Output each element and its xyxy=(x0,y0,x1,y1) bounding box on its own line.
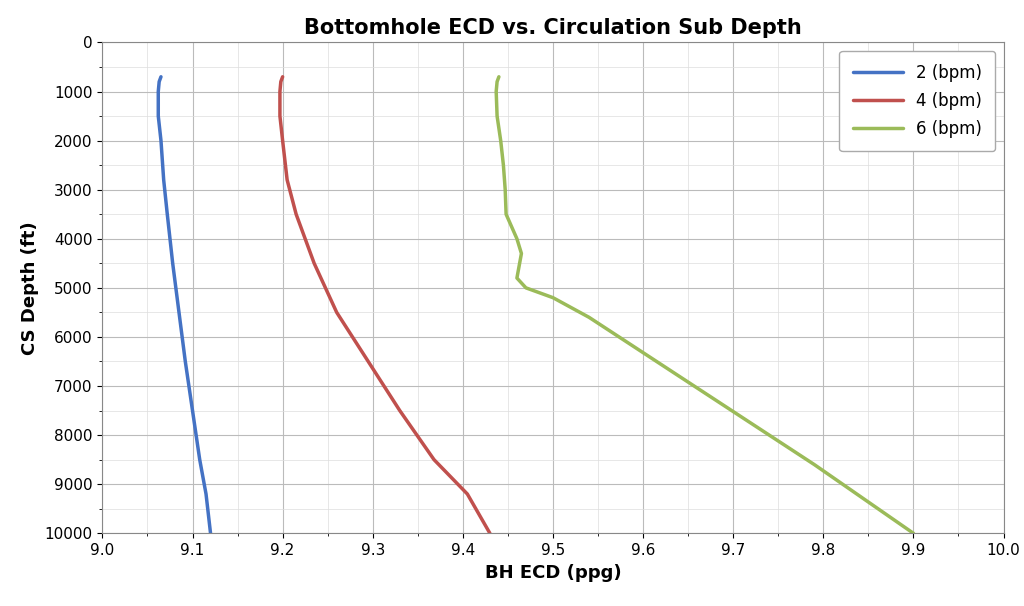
6 (bpm) xyxy=(673,373,685,380)
6 (bpm) xyxy=(490,78,503,85)
6 (bpm) xyxy=(583,314,595,321)
6 (bpm) xyxy=(808,461,820,468)
6 (bpm) xyxy=(513,265,525,272)
4 (bpm) xyxy=(428,456,440,463)
6 (bpm) xyxy=(763,431,775,439)
Line: 6 (bpm): 6 (bpm) xyxy=(497,77,913,533)
6 (bpm) xyxy=(547,294,559,301)
6 (bpm) xyxy=(493,73,505,81)
2 (bpm) xyxy=(153,78,165,85)
2 (bpm) xyxy=(155,73,167,81)
4 (bpm) xyxy=(274,78,287,85)
4 (bpm) xyxy=(483,530,496,537)
6 (bpm) xyxy=(500,211,512,218)
2 (bpm) xyxy=(186,407,199,415)
4 (bpm) xyxy=(273,88,286,95)
4 (bpm) xyxy=(290,211,302,218)
2 (bpm) xyxy=(200,490,212,498)
6 (bpm) xyxy=(718,402,730,409)
2 (bpm) xyxy=(155,137,167,144)
Title: Bottomhole ECD vs. Circulation Sub Depth: Bottomhole ECD vs. Circulation Sub Depth xyxy=(304,18,802,38)
6 (bpm) xyxy=(511,275,523,282)
6 (bpm) xyxy=(858,495,870,502)
6 (bpm) xyxy=(511,235,523,242)
6 (bpm) xyxy=(490,113,503,120)
6 (bpm) xyxy=(907,530,920,537)
X-axis label: BH ECD (ppg): BH ECD (ppg) xyxy=(484,564,622,582)
4 (bpm) xyxy=(308,259,321,267)
Line: 2 (bpm): 2 (bpm) xyxy=(159,77,211,533)
6 (bpm) xyxy=(499,186,511,193)
4 (bpm) xyxy=(276,137,289,144)
4 (bpm) xyxy=(331,309,343,316)
6 (bpm) xyxy=(498,162,510,169)
6 (bpm) xyxy=(515,250,527,257)
4 (bpm) xyxy=(281,176,293,184)
4 (bpm) xyxy=(461,490,473,498)
6 (bpm) xyxy=(490,88,503,95)
2 (bpm) xyxy=(158,176,170,184)
2 (bpm) xyxy=(173,309,185,316)
4 (bpm) xyxy=(273,113,286,120)
Y-axis label: CS Depth (ft): CS Depth (ft) xyxy=(22,221,39,355)
Legend: 2 (bpm), 4 (bpm), 6 (bpm): 2 (bpm), 4 (bpm), 6 (bpm) xyxy=(840,51,995,152)
2 (bpm) xyxy=(205,530,217,537)
4 (bpm) xyxy=(393,407,406,415)
6 (bpm) xyxy=(495,137,507,144)
6 (bpm) xyxy=(628,343,640,350)
2 (bpm) xyxy=(153,88,165,95)
2 (bpm) xyxy=(161,211,173,218)
Line: 4 (bpm): 4 (bpm) xyxy=(280,77,489,533)
2 (bpm) xyxy=(194,456,206,463)
2 (bpm) xyxy=(167,259,179,267)
6 (bpm) xyxy=(520,284,532,291)
4 (bpm) xyxy=(276,73,289,81)
4 (bpm) xyxy=(362,358,375,365)
2 (bpm) xyxy=(179,358,191,365)
2 (bpm) xyxy=(153,113,165,120)
